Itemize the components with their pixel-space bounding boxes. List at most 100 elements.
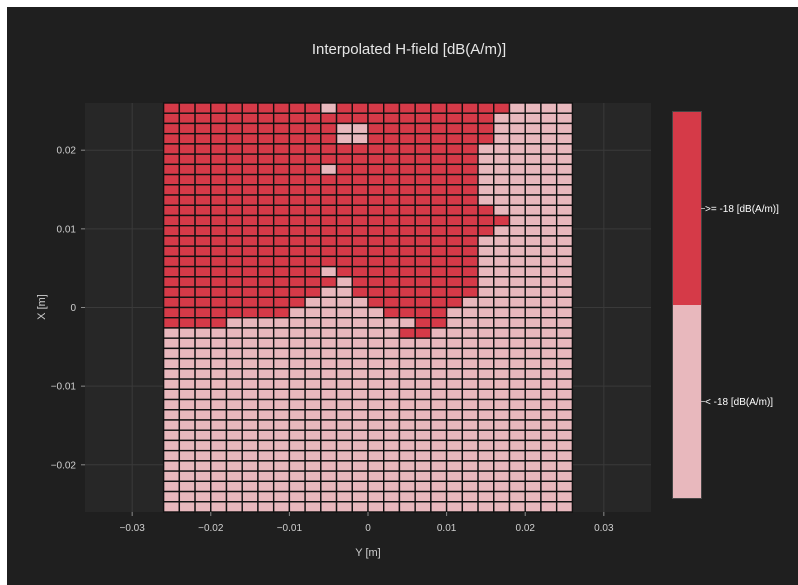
heatmap-cell — [477, 296, 495, 309]
heatmap-cell — [493, 255, 511, 268]
heatmap-cell — [430, 286, 448, 298]
heatmap-cell — [320, 265, 338, 278]
heatmap-cell — [430, 143, 448, 155]
heatmap-cell — [540, 173, 558, 186]
heatmap-cell — [477, 317, 495, 329]
heatmap-cell — [178, 480, 196, 493]
heatmap-cell — [162, 460, 181, 472]
heatmap-cell — [398, 480, 416, 493]
heatmap-cell — [257, 153, 275, 166]
heatmap-cell — [524, 235, 542, 247]
heatmap-cell — [304, 480, 322, 493]
heatmap-cell — [524, 255, 542, 268]
heatmap-cell — [162, 398, 181, 411]
heatmap-cell — [524, 163, 542, 176]
heatmap-cell — [304, 368, 322, 380]
heatmap-cell — [194, 501, 212, 513]
heatmap-cell — [162, 347, 181, 360]
heatmap-cell — [304, 327, 322, 339]
heatmap-cell — [194, 286, 212, 298]
heatmap-cell — [367, 501, 385, 513]
heatmap-cell — [540, 317, 558, 329]
heatmap-cell — [383, 112, 401, 125]
heatmap-cell — [477, 409, 495, 421]
heatmap-cell — [555, 368, 574, 380]
heatmap-cell — [335, 102, 353, 114]
heatmap-cell — [241, 245, 259, 258]
heatmap-cell — [351, 347, 369, 360]
heatmap-cell — [320, 255, 338, 268]
heatmap-cell — [540, 470, 558, 483]
heatmap-cell — [272, 184, 291, 196]
heatmap-cell — [524, 470, 542, 483]
heatmap-cell — [524, 347, 542, 360]
heatmap-cell — [320, 102, 338, 114]
heatmap-cell — [225, 112, 243, 125]
heatmap-cell — [367, 224, 385, 237]
heatmap-cell — [272, 368, 291, 380]
heatmap-cell — [493, 224, 511, 237]
heatmap-cell — [508, 449, 526, 462]
heatmap-cell — [194, 327, 212, 339]
heatmap-cell — [414, 173, 432, 186]
heatmap-cell — [178, 153, 196, 166]
heatmap-cell — [430, 204, 448, 217]
heatmap-cell — [162, 235, 181, 247]
heatmap-cell — [194, 153, 212, 166]
heatmap-cell — [225, 224, 243, 237]
heatmap-cell — [351, 204, 369, 217]
heatmap-cell — [194, 235, 212, 247]
heatmap-cell — [477, 184, 495, 196]
heatmap-cell — [210, 112, 228, 125]
heatmap-cell — [540, 327, 558, 339]
heatmap-cell — [178, 255, 196, 268]
heatmap-cell — [430, 245, 448, 258]
heatmap-cell — [178, 214, 196, 227]
heatmap-cell — [367, 143, 385, 155]
heatmap-cell — [288, 184, 306, 196]
heatmap-cell — [241, 173, 259, 186]
heatmap-cell — [225, 296, 243, 309]
heatmap-cell — [555, 235, 574, 247]
heatmap-cell — [524, 429, 542, 442]
heatmap-cell — [335, 347, 353, 360]
heatmap-cell — [398, 194, 416, 206]
heatmap-cell — [430, 501, 448, 513]
heatmap-cell — [445, 163, 464, 176]
heatmap-cell — [398, 398, 416, 411]
heatmap-cell — [398, 132, 416, 145]
heatmap-cell — [414, 398, 432, 411]
heatmap-cell — [540, 368, 558, 380]
heatmap-cell — [430, 184, 448, 196]
heatmap-cell — [304, 184, 322, 196]
heatmap-cell — [477, 490, 495, 503]
heatmap-cell — [241, 112, 259, 125]
heatmap-cell — [461, 235, 479, 247]
heatmap-cell — [540, 501, 558, 513]
heatmap-cell — [414, 357, 432, 370]
heatmap-cell — [351, 265, 369, 278]
heatmap-cell — [178, 357, 196, 370]
heatmap-cell — [398, 490, 416, 503]
heatmap-cell — [272, 337, 291, 350]
heatmap-cell — [445, 480, 464, 493]
heatmap-cell — [524, 132, 542, 145]
heatmap-cell — [398, 470, 416, 483]
heatmap-cell — [351, 224, 369, 237]
heatmap-cell — [445, 398, 464, 411]
heatmap-cell — [461, 409, 479, 421]
chart-title: Interpolated H-field [dB(A/m)] — [312, 41, 506, 58]
heatmap-cell — [477, 224, 495, 237]
heatmap-cell — [335, 306, 353, 319]
heatmap-cell — [194, 224, 212, 237]
heatmap-cell — [351, 449, 369, 462]
heatmap-cell — [445, 224, 464, 237]
heatmap-cell — [272, 306, 291, 319]
heatmap-cell — [335, 429, 353, 442]
heatmap-cell — [210, 102, 228, 114]
heatmap-cell — [304, 194, 322, 206]
heatmap-cell — [493, 296, 511, 309]
heatmap-cell — [257, 398, 275, 411]
heatmap-cell — [508, 439, 526, 452]
heatmap-cell — [461, 194, 479, 206]
